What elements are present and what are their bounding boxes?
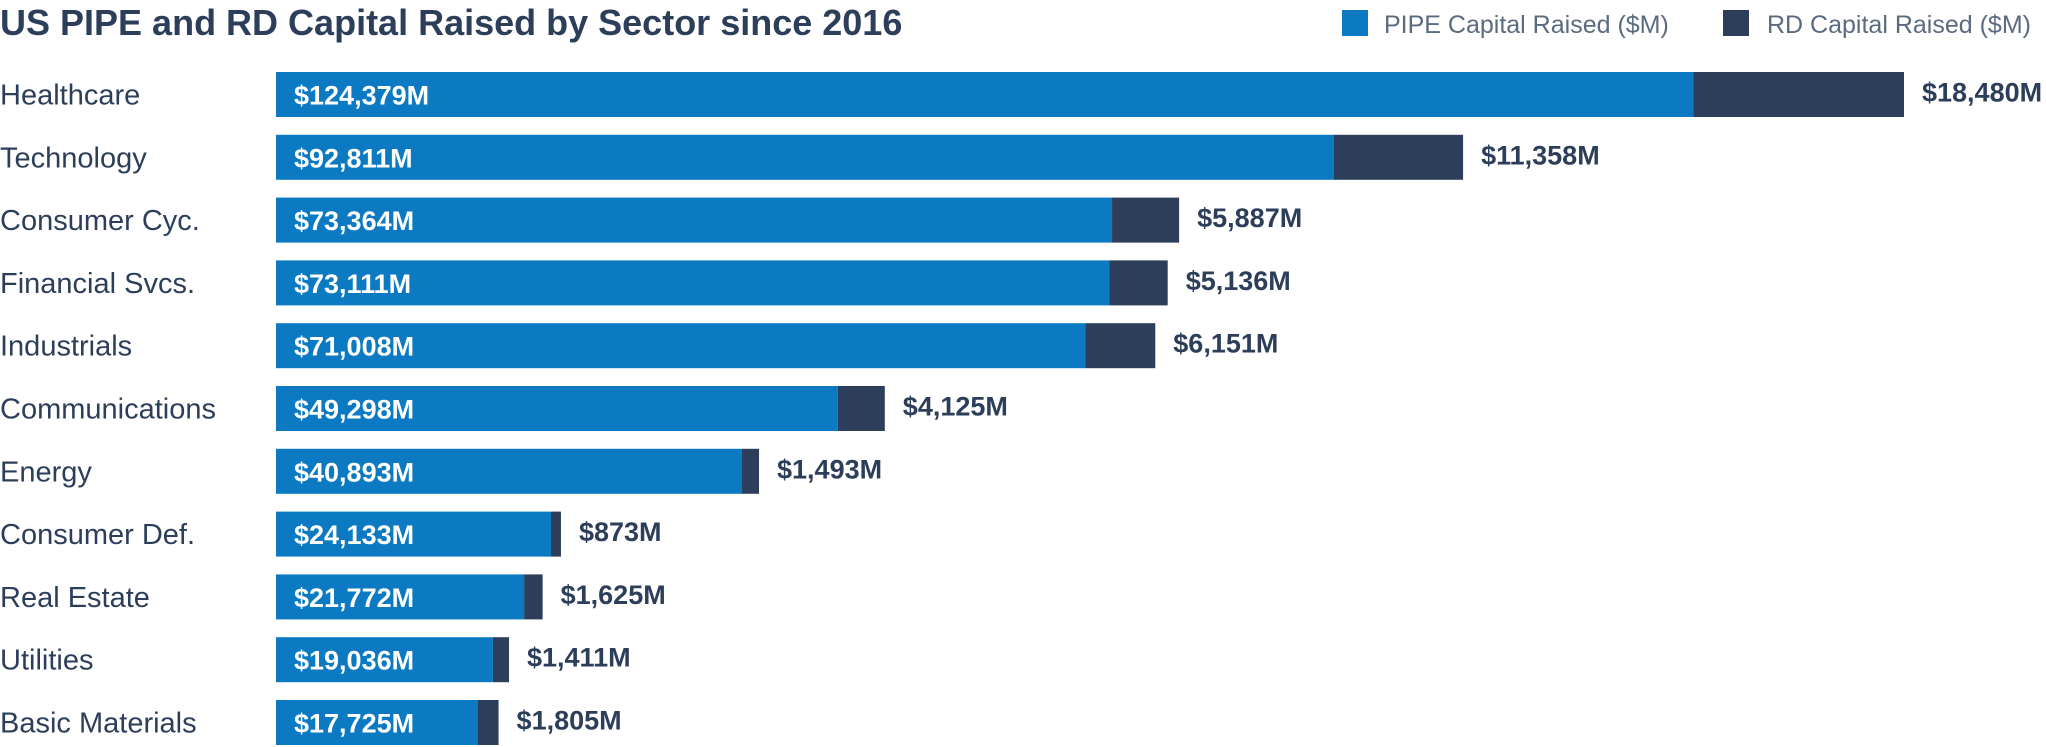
- bar-rd: [1112, 197, 1180, 243]
- data-label-rd: $11,358M: [1481, 140, 1600, 170]
- data-label-pipe: $17,725M: [294, 709, 414, 739]
- category-label: Industrials: [0, 331, 132, 363]
- chart-title: US PIPE and RD Capital Raised by Sector …: [0, 2, 902, 43]
- bar-rd: [837, 386, 885, 431]
- bar-pipe: [276, 197, 1113, 243]
- bar-pipe: [276, 386, 838, 431]
- data-label-pipe: $19,036M: [294, 646, 414, 676]
- legend-swatch-rd: [1723, 10, 1749, 36]
- bar-rd: [524, 574, 543, 620]
- category-label: Utilities: [0, 645, 93, 677]
- bar-rd: [742, 448, 760, 494]
- data-label-pipe: $49,298M: [294, 395, 414, 425]
- data-label-pipe: $40,893M: [294, 457, 414, 487]
- data-label-rd: $5,887M: [1197, 203, 1302, 233]
- bar-pipe: [276, 574, 525, 620]
- legend: PIPE Capital Raised ($M) RD Capital Rais…: [1342, 10, 2031, 39]
- bar-rd: [1085, 323, 1156, 369]
- legend-label-rd: RD Capital Raised ($M): [1767, 11, 2031, 39]
- data-label-rd: $873M: [579, 517, 662, 547]
- bar-rd: [492, 637, 510, 683]
- bar-pipe: [276, 134, 1334, 180]
- category-label: Communications: [0, 394, 216, 426]
- bar-pipe: [276, 323, 1086, 369]
- data-label-pipe: $24,133M: [294, 520, 414, 550]
- category-label: Real Estate: [0, 582, 150, 614]
- category-label: Financial Svcs.: [0, 268, 195, 300]
- category-label: Basic Materials: [0, 708, 197, 740]
- bar-pipe: [276, 260, 1110, 306]
- legend-swatch-pipe: [1342, 10, 1368, 36]
- bar-pipe: [276, 511, 552, 557]
- data-label-rd: $1,411M: [527, 643, 631, 673]
- data-label-rd: $4,125M: [903, 392, 1008, 422]
- data-label-pipe: $92,811M: [294, 143, 413, 173]
- data-label-pipe: $73,111M: [294, 269, 411, 299]
- legend-label-pipe: PIPE Capital Raised ($M): [1384, 11, 1669, 39]
- data-label-rd: $1,805M: [517, 706, 622, 736]
- data-label-rd: $18,480M: [1922, 78, 2042, 108]
- bar-rd: [477, 700, 499, 745]
- bar-rd: [551, 511, 561, 557]
- bar-rd: [1109, 260, 1168, 306]
- bar-rd: [1333, 134, 1464, 180]
- data-label-rd: $6,151M: [1173, 329, 1278, 359]
- category-label: Technology: [0, 142, 147, 174]
- bar-rd: [1693, 72, 1904, 117]
- data-label-pipe: $73,364M: [294, 206, 414, 236]
- bars: Healthcare $124,379M $18,480M Technology $92…: [0, 72, 2042, 745]
- data-label-rd: $5,136M: [1186, 266, 1291, 296]
- data-label-pipe: $71,008M: [294, 332, 414, 362]
- bar-pipe: [276, 637, 493, 683]
- data-label-rd: $1,625M: [561, 580, 666, 610]
- data-label-pipe: $21,772M: [294, 583, 414, 613]
- data-label-pipe: $124,379M: [294, 81, 429, 111]
- category-label: Healthcare: [0, 80, 140, 112]
- category-label: Consumer Def.: [0, 519, 195, 551]
- data-label-rd: $1,493M: [777, 454, 882, 484]
- bar-pipe: [276, 700, 478, 745]
- bar-pipe: [276, 448, 743, 494]
- category-label: Consumer Cyc.: [0, 205, 200, 237]
- category-label: Energy: [0, 456, 92, 488]
- bar-pipe: [276, 72, 1694, 117]
